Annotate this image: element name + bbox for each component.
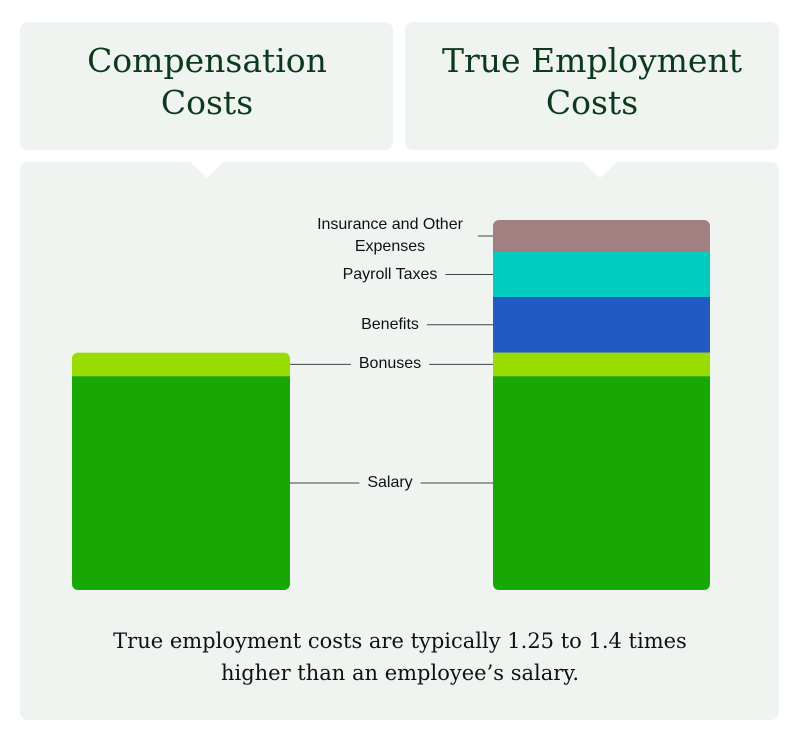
category-title: Compensation Costs (87, 41, 327, 122)
bar-segment (493, 296, 710, 353)
bar-segment (493, 219, 710, 253)
legend-label: Bonuses (358, 355, 422, 373)
header-panel (405, 22, 779, 150)
bar-segment (72, 376, 290, 590)
bar-segment (493, 252, 710, 297)
legend-label: Payroll Taxes (342, 265, 438, 283)
pointer (190, 162, 224, 178)
bar-stack (493, 219, 710, 590)
legend-label: Benefits (361, 315, 419, 333)
pointer (583, 162, 617, 178)
category-title: True Employment Costs (442, 41, 742, 122)
bar-segment (72, 352, 290, 377)
bar-stack (72, 352, 290, 590)
legend-label: Insurance and Other Expenses (317, 216, 463, 255)
footnote: True employment costs are typically 1.25… (113, 629, 687, 685)
header-panel (20, 22, 393, 150)
legend-label: Salary (367, 474, 413, 492)
bar-segment (493, 376, 710, 590)
bar-segment (493, 352, 710, 377)
